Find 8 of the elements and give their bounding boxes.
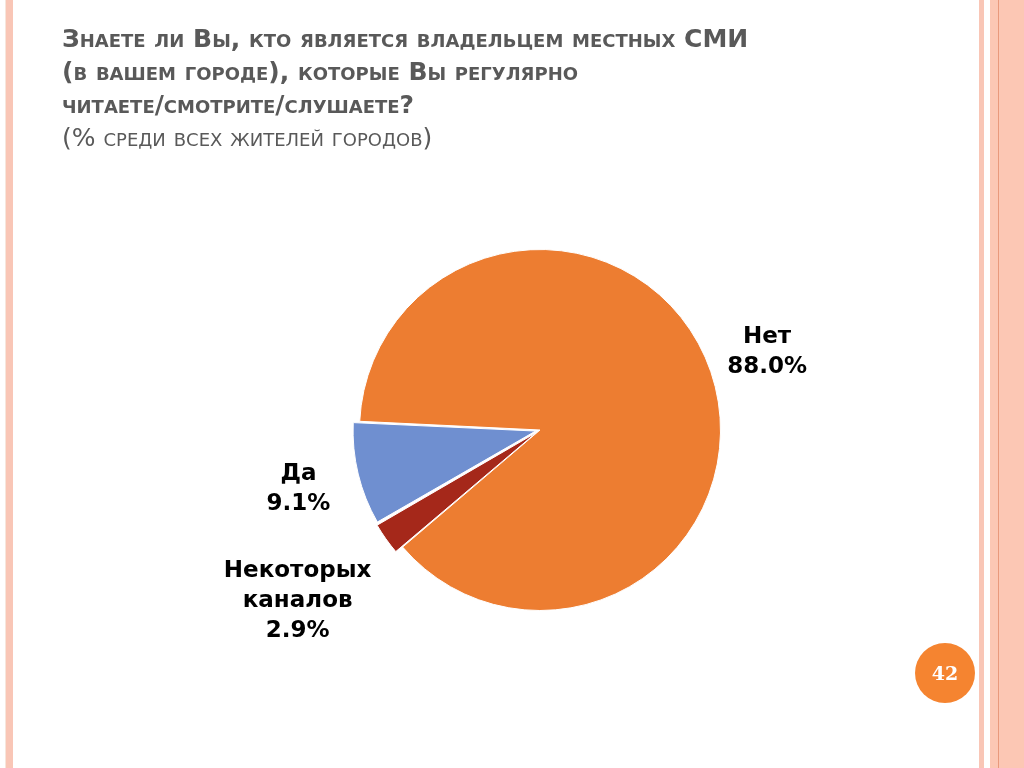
slice-label: Нет: [743, 322, 792, 349]
slice-label: Да: [280, 458, 317, 485]
data-label: 2.9%: [265, 616, 330, 643]
slice-label: Некоторых каналов: [223, 556, 372, 613]
data-label: 88.0%: [727, 352, 807, 379]
chart-title: Знаете ли Вы, кто является владельцем местных СМИ (в вашем городе), которые Вы регулярно читаете/смотрите/слушаете?: [62, 24, 749, 119]
chart-subtitle: (% среди всех жителей городов): [62, 122, 433, 154]
data-label: 9.1%: [266, 488, 331, 515]
